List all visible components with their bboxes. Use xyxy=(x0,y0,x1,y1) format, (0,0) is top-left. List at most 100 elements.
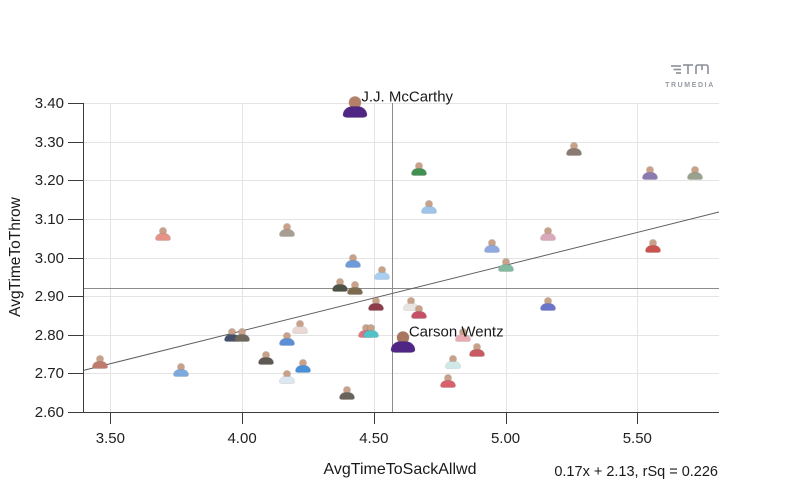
player-point[interactable] xyxy=(279,370,295,384)
avatar-head-icon xyxy=(283,370,291,378)
player-point[interactable] xyxy=(411,305,427,319)
player-point[interactable] xyxy=(687,166,703,180)
player-point[interactable] xyxy=(440,374,456,388)
player-point[interactable] xyxy=(363,324,379,338)
avatar-jersey-icon xyxy=(279,338,295,346)
avatar-head-icon xyxy=(283,332,291,340)
trend-line xyxy=(83,211,720,371)
y-axis-tick xyxy=(68,141,83,143)
y-gridline xyxy=(84,218,719,220)
player-point[interactable] xyxy=(234,328,250,342)
player-point[interactable] xyxy=(292,320,308,334)
y-tick-label: 3.20 xyxy=(34,172,64,190)
avatar-jersey-icon xyxy=(347,287,363,295)
trumedia-logo-text: TRUMEDIA xyxy=(665,82,715,89)
avatar-jersey-icon xyxy=(390,341,415,353)
y-axis-tick xyxy=(68,218,83,220)
y-tick-label: 3.00 xyxy=(34,249,64,267)
player-point[interactable] xyxy=(345,254,361,268)
y-axis-tick xyxy=(68,180,83,182)
player-point[interactable] xyxy=(92,355,108,369)
avatar-jersey-icon xyxy=(469,349,485,357)
player-point[interactable] xyxy=(295,359,311,373)
player-point[interactable] xyxy=(155,227,171,241)
x-axis-tick xyxy=(242,412,244,424)
player-name-label: Carson Wentz xyxy=(408,323,504,341)
player-point[interactable] xyxy=(279,223,295,237)
avatar-jersey-icon xyxy=(173,369,189,376)
player-point[interactable] xyxy=(403,297,419,311)
player-point[interactable] xyxy=(484,239,500,253)
avatar-head-icon xyxy=(283,223,291,231)
avatar-head-icon xyxy=(449,355,457,363)
avatar-jersey-icon xyxy=(411,168,427,176)
player-point[interactable] xyxy=(347,281,363,295)
avatar-head-icon xyxy=(159,227,167,235)
avatar-head-icon xyxy=(228,328,236,336)
player-point[interactable] xyxy=(173,363,189,376)
y-tick-label: 2.60 xyxy=(34,404,64,421)
player-point[interactable] xyxy=(368,297,384,311)
x-tick-label: 5.50 xyxy=(622,430,652,447)
y-tick-label: 3.30 xyxy=(34,133,64,151)
avatar-jersey-icon xyxy=(374,272,390,280)
y-tick-label: 3.10 xyxy=(34,210,64,228)
avatar-head-icon xyxy=(299,359,307,367)
player-point[interactable] xyxy=(421,200,437,214)
player-point[interactable] xyxy=(540,227,556,241)
player-point[interactable] xyxy=(455,328,471,342)
player-point[interactable] xyxy=(224,328,240,342)
x-axis-tick xyxy=(373,412,375,424)
player-point[interactable] xyxy=(339,386,355,400)
avatar-head-icon xyxy=(96,355,104,363)
avatar-jersey-icon xyxy=(292,326,308,334)
player-point-j-j-mccarthy[interactable]: J.J. McCarthy xyxy=(343,88,453,118)
player-point[interactable] xyxy=(411,162,427,176)
y-tick-label: 2.90 xyxy=(34,288,64,306)
player-point[interactable] xyxy=(445,355,461,369)
player-point[interactable] xyxy=(469,343,485,357)
player-point[interactable] xyxy=(566,142,582,156)
y-gridline xyxy=(84,180,719,182)
avatar-jersey-icon xyxy=(279,229,295,237)
avatar-head-icon xyxy=(691,166,699,174)
y-axis-tick xyxy=(68,373,83,375)
y-gridline xyxy=(84,103,719,104)
avatar-head-icon xyxy=(349,96,362,109)
player-point[interactable] xyxy=(279,332,295,346)
avatar-jersey-icon xyxy=(566,148,582,156)
avatar-jersey-icon xyxy=(224,334,240,342)
y-tick-label: 3.40 xyxy=(34,95,64,112)
trumedia-logo: TRUMEDIA xyxy=(662,61,718,89)
avatar-jersey-icon xyxy=(343,106,368,118)
avatar-jersey-icon xyxy=(411,311,427,319)
player-point[interactable] xyxy=(498,258,514,272)
avatar-jersey-icon xyxy=(445,361,461,369)
x-tick-label: 5.00 xyxy=(490,430,521,447)
avatar-jersey-icon xyxy=(279,376,295,384)
player-point[interactable] xyxy=(540,297,556,311)
y-gridline xyxy=(84,257,719,259)
player-name-label: J.J. McCarthy xyxy=(361,88,454,106)
avatar-head-icon xyxy=(296,320,304,328)
plot-area: 3.50 4.00 4.50 5.00 5.50 2.60 2.70 2.80 2.90 3.00… xyxy=(35,88,720,447)
avatar-head-icon xyxy=(362,324,370,332)
trumedia-logo-icon xyxy=(671,64,709,74)
player-point-carson-wentz[interactable]: Carson Wentz xyxy=(390,324,504,353)
avatar-jersey-icon xyxy=(540,233,556,241)
x-tick-label: 4.00 xyxy=(227,430,257,447)
player-point[interactable] xyxy=(332,278,348,292)
avatar-head-icon xyxy=(488,239,496,247)
avatar-jersey-icon xyxy=(421,206,437,214)
player-point[interactable] xyxy=(374,266,390,280)
player-point[interactable] xyxy=(645,239,661,253)
avatar-head-icon xyxy=(459,328,467,336)
player-point[interactable] xyxy=(258,351,274,365)
avatar-head-icon xyxy=(336,278,344,286)
avatar-jersey-icon xyxy=(363,330,379,338)
avatar-head-icon xyxy=(646,166,654,174)
x-tick-label: 4.50 xyxy=(359,430,389,447)
player-point[interactable] xyxy=(642,166,658,180)
mean-line-vertical xyxy=(392,103,394,412)
